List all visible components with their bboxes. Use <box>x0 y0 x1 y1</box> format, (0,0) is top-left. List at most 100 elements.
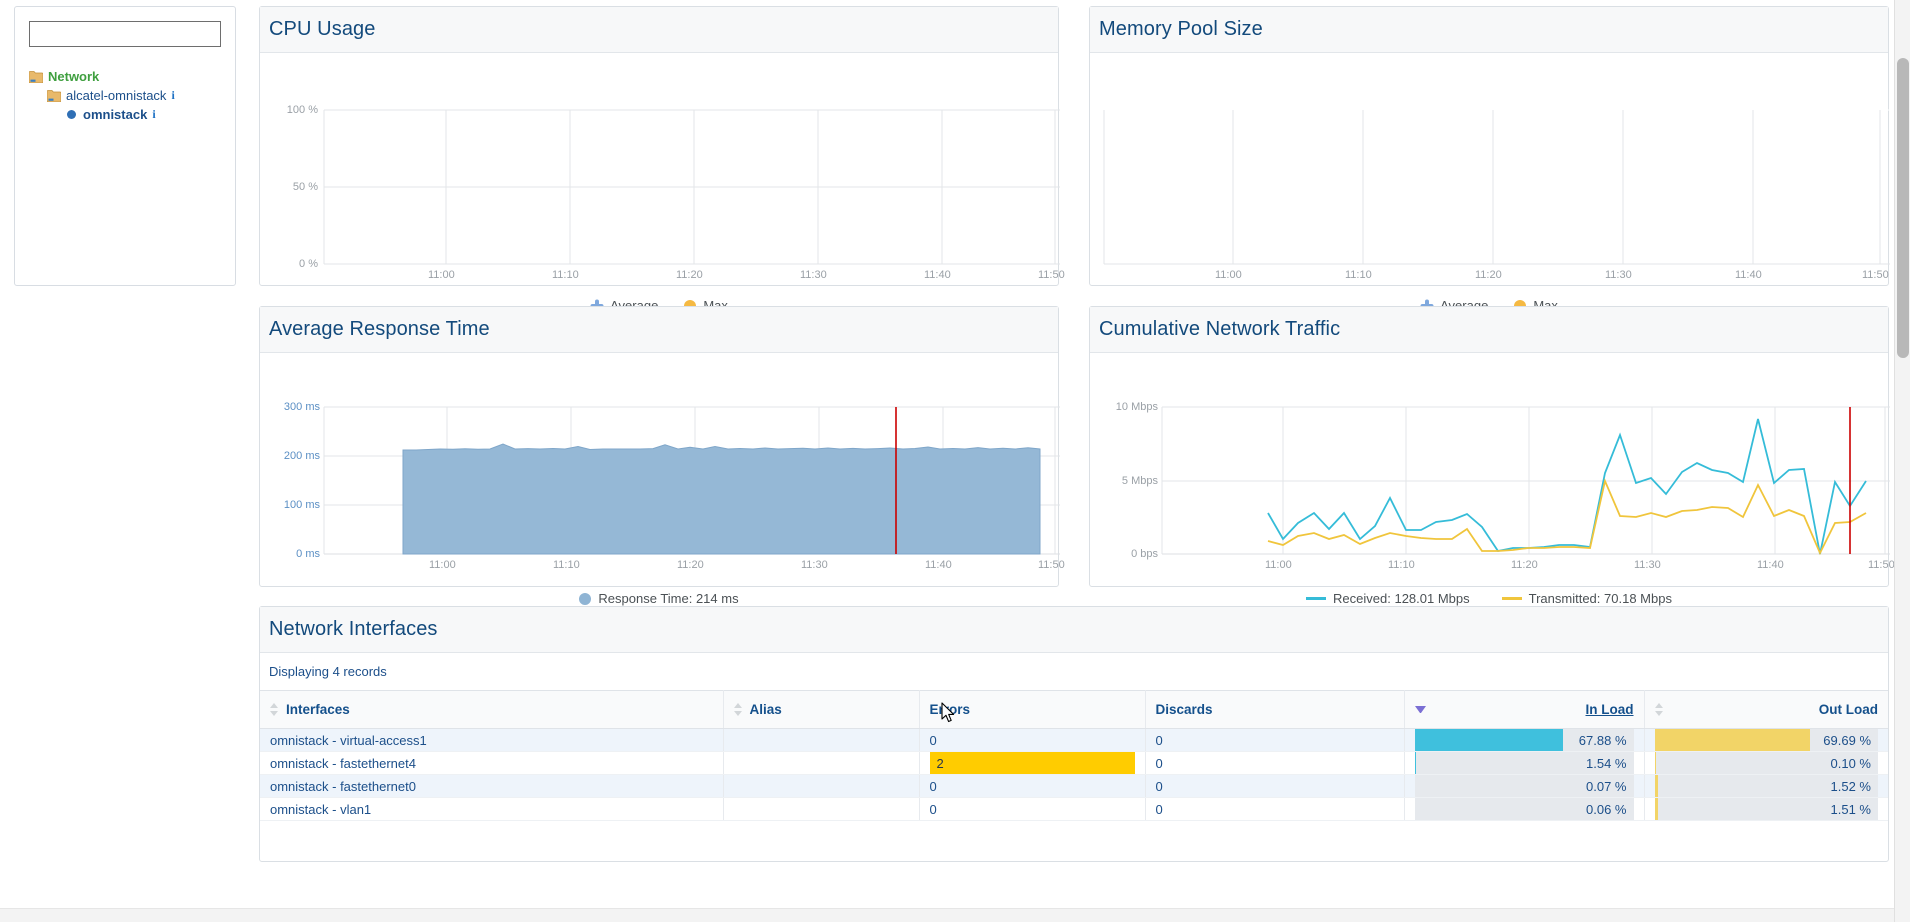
table-row[interactable]: omnistack - fastethernet0 0 0 0.07 % <box>260 774 1888 798</box>
cell-out-load: 69.69 % <box>1644 728 1888 752</box>
info-icon[interactable]: i <box>171 88 175 102</box>
table-row[interactable]: omnistack - fastethernet4 2 0 1.54 % <box>260 751 1888 775</box>
column-header-alias[interactable]: Alias <box>723 690 920 729</box>
cell-in-load: 0.07 % <box>1404 774 1645 798</box>
cell-out-load: 1.51 % <box>1644 797 1888 821</box>
in-load-bar: 1.54 % <box>1414 752 1634 774</box>
panel-header: Memory Pool Size <box>1090 7 1888 53</box>
info-icon[interactable]: i <box>152 107 156 121</box>
chart-legend: Response Time: 214 ms <box>260 591 1058 606</box>
panel-header: Network Interfaces <box>260 607 1888 653</box>
cell-errors: 2 <box>919 751 1146 775</box>
column-header-discards[interactable]: Discards <box>1145 690 1405 729</box>
column-header-interfaces[interactable]: Interfaces <box>260 690 724 729</box>
column-label: Alias <box>749 702 782 717</box>
cell-discards: 0 <box>1145 774 1405 798</box>
in-load-bar-fill <box>1414 729 1564 751</box>
device-tree-sidebar: Network alcatel-omnistack i omnistack i <box>14 6 236 286</box>
legend-item-received[interactable]: Received: 128.01 Mbps <box>1306 591 1470 606</box>
response-time-marker-icon <box>579 592 592 605</box>
out-load-bar: 0.10 % <box>1654 752 1878 774</box>
network-interfaces-table: Interfaces Alias Errors <box>260 690 1888 821</box>
horizontal-scrollbar[interactable] <box>0 908 1894 922</box>
search-input[interactable] <box>29 21 221 47</box>
in-load-bar: 0.07 % <box>1414 775 1634 797</box>
out-load-value: 0.10 % <box>1830 755 1871 771</box>
cell-interface: omnistack - fastethernet4 <box>260 751 724 775</box>
x-tick-label: 11:30 <box>1605 269 1632 281</box>
folder-icon <box>29 70 43 83</box>
out-load-value: 69.69 % <box>1823 732 1871 748</box>
network-traffic-plot <box>1161 406 1890 556</box>
y-tick-label: 0 % <box>299 258 318 270</box>
x-tick-label: 11:50 <box>1868 559 1895 571</box>
legend-item-transmitted[interactable]: Transmitted: 70.18 Mbps <box>1501 591 1672 606</box>
column-label: In Load <box>1585 702 1634 717</box>
out-load-bar: 1.52 % <box>1654 775 1878 797</box>
legend-item-response-time[interactable]: Response Time: 214 ms <box>579 591 739 606</box>
y-tick-label: 300 ms <box>283 401 320 413</box>
column-header-out-load[interactable]: Out Load <box>1644 690 1888 729</box>
x-tick-label: 11:20 <box>1475 269 1502 281</box>
vertical-scrollbar[interactable] <box>1894 0 1910 922</box>
errors-bar: 2 <box>929 752 1135 774</box>
tree-item-omnistack[interactable]: omnistack i <box>29 105 235 124</box>
cell-discards: 0 <box>1145 797 1405 821</box>
errors-value: 2 <box>936 755 944 771</box>
tree-item-network[interactable]: Network <box>29 67 235 86</box>
y-tick-label: 50 % <box>292 181 318 193</box>
x-tick-label: 11:40 <box>924 269 951 281</box>
sort-toggle-icon[interactable] <box>1654 703 1664 716</box>
legend-label: Received: 128.01 Mbps <box>1333 591 1470 606</box>
sort-toggle-icon[interactable] <box>270 703 279 716</box>
node-dot-icon <box>67 110 76 119</box>
folder-icon <box>47 89 61 102</box>
x-tick-label: 11:40 <box>1757 559 1784 571</box>
panel-header: CPU Usage <box>260 7 1058 53</box>
column-header-errors[interactable]: Errors <box>919 690 1146 729</box>
out-load-bar-fill <box>1654 798 1658 820</box>
cell-alias <box>723 774 920 798</box>
tree-item-alcatel-omnistack[interactable]: alcatel-omnistack i <box>29 86 235 105</box>
cell-in-load: 67.88 % <box>1404 728 1645 752</box>
column-label: Out Load <box>1818 702 1878 717</box>
cell-interface: omnistack - vlan1 <box>260 797 724 821</box>
chart-legend: Received: 128.01 Mbps Transmitted: 70.18… <box>1090 591 1888 606</box>
out-load-bar-fill <box>1654 752 1656 774</box>
vertical-scrollbar-thumb[interactable] <box>1897 58 1909 358</box>
x-tick-label: 11:50 <box>1862 269 1889 281</box>
column-label: Errors <box>929 702 971 717</box>
table-row[interactable]: omnistack - virtual-access1 0 0 67.88 % <box>260 728 1888 752</box>
panel-average-response-time: Average Response Time 300 ms 200 ms 100 … <box>259 306 1065 606</box>
panel-cumulative-network-traffic: Cumulative Network Traffic 10 Mbps 5 Mbp… <box>1089 306 1895 606</box>
y-tick-label: 100 % <box>286 104 318 116</box>
cell-discards: 0 <box>1145 728 1405 752</box>
column-header-in-load[interactable]: In Load <box>1404 690 1645 729</box>
legend-label: Transmitted: 70.18 Mbps <box>1528 591 1672 606</box>
received-line-icon <box>1306 597 1327 600</box>
column-label: Discards <box>1155 702 1213 717</box>
x-tick-label: 11:00 <box>428 269 455 281</box>
tree-item-label: omnistack <box>83 107 148 122</box>
column-label: Interfaces <box>286 702 350 717</box>
panel-title: CPU Usage <box>269 18 376 40</box>
panel-network-interfaces: Network Interfaces Displaying 4 records <box>259 606 1889 862</box>
in-load-bar: 67.88 % <box>1414 729 1634 751</box>
x-tick-label: 11:00 <box>429 559 456 571</box>
tree-item-label: alcatel-omnistack <box>66 88 167 103</box>
table-header-row: Interfaces Alias Errors <box>260 690 1888 729</box>
x-tick-label: 11:40 <box>1735 269 1762 281</box>
out-load-value: 1.51 % <box>1830 801 1871 817</box>
panel-title: Memory Pool Size <box>1099 18 1263 40</box>
y-tick-label: 5 Mbps <box>1121 475 1158 487</box>
sort-descending-icon[interactable] <box>1414 706 1426 713</box>
sort-toggle-icon[interactable] <box>733 703 743 716</box>
y-tick-label: 0 bps <box>1131 548 1158 560</box>
device-tree: Network alcatel-omnistack i omnistack i <box>29 67 235 124</box>
network-interfaces-body: Displaying 4 records Interf <box>260 653 1888 821</box>
x-tick-label: 11:10 <box>552 269 579 281</box>
x-tick-label: 11:20 <box>1511 559 1538 571</box>
panel-title: Network Interfaces <box>269 618 438 640</box>
table-row[interactable]: omnistack - vlan1 0 0 0.06 % <box>260 797 1888 821</box>
in-load-value: 0.07 % <box>1586 778 1627 794</box>
